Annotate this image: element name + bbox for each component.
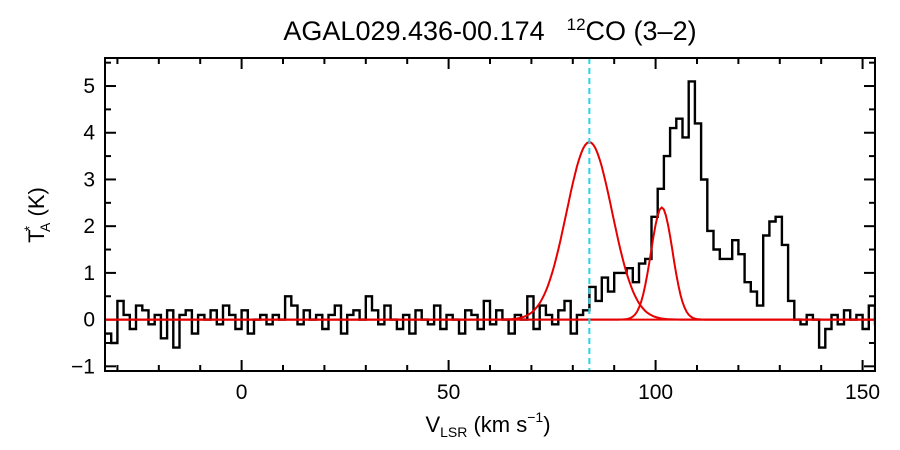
xlabel-unit: (km s	[467, 412, 527, 437]
x-tick-label: 0	[236, 381, 248, 404]
x-tick-label: 50	[437, 381, 460, 404]
ylabel-main: T	[24, 229, 49, 242]
spectrum-line	[106, 80, 874, 349]
title-line: CO (3–2)	[586, 16, 697, 46]
x-tick-label: 100	[638, 381, 673, 404]
gaussian-fit-1	[106, 141, 874, 321]
ylabel-sub: A	[37, 222, 53, 232]
xlabel-sub: LSR	[440, 424, 467, 440]
title-isotope: 12	[567, 15, 586, 34]
chart-title: AGAL029.436-00.174 12CO (3–2)	[283, 15, 696, 46]
xlabel-close: )	[543, 412, 550, 437]
axis-tick-labels: 0 50 100 150 −1 0 1 2 3 4 5	[71, 75, 880, 404]
gaussian-fit-2	[106, 206, 874, 321]
xlabel-main: V	[425, 412, 440, 437]
y-axis-label: T*A (K)	[21, 187, 53, 243]
y-tick-label: 4	[83, 122, 95, 145]
y-tick-label: 0	[83, 309, 95, 332]
title-source: AGAL029.436-00.174	[283, 16, 544, 46]
xlabel-exp: −1	[527, 409, 543, 425]
y-tick-label: 2	[83, 215, 95, 238]
x-axis-label: VLSR (km s−1)	[425, 409, 550, 440]
ylabel-sup: *	[21, 225, 37, 231]
y-tick-label: 5	[83, 75, 95, 98]
ylabel-unit: (K)	[24, 187, 49, 222]
y-tick-label: 3	[83, 168, 95, 191]
y-tick-label: −1	[71, 355, 95, 378]
x-tick-label: 150	[845, 381, 880, 404]
y-tick-label: 1	[83, 262, 95, 285]
